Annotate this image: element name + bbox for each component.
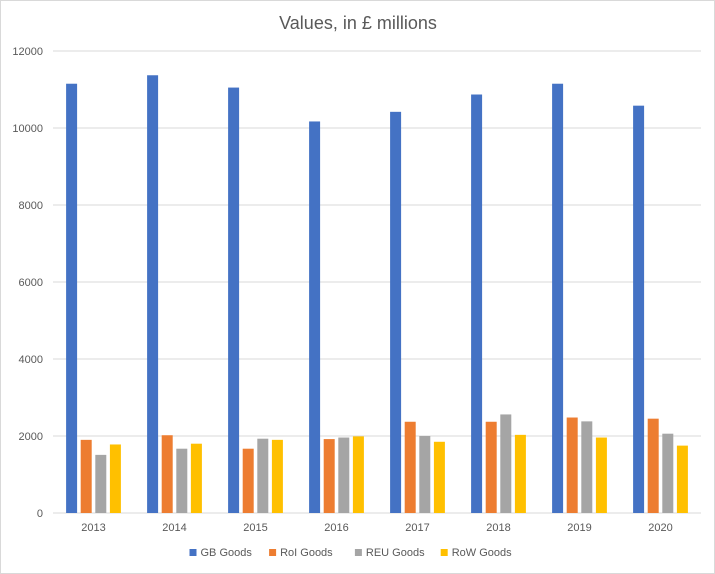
bars xyxy=(66,75,688,514)
bar-row-goods-2016 xyxy=(352,436,364,513)
x-tick-label: 2020 xyxy=(648,522,672,534)
bar-gb-goods-2016 xyxy=(309,121,321,513)
bar-roi-goods-2020 xyxy=(647,418,659,513)
bar-reu-goods-2020 xyxy=(662,433,674,513)
x-tick-label: 2017 xyxy=(405,522,429,534)
bar-roi-goods-2018 xyxy=(485,421,497,513)
bar-row-goods-2019 xyxy=(595,437,607,513)
y-tick-label: 12000 xyxy=(12,46,43,58)
y-tick-label: 4000 xyxy=(19,354,43,366)
bar-row-goods-2015 xyxy=(271,439,283,513)
bar-row-goods-2018 xyxy=(514,434,526,513)
x-tick-label: 2015 xyxy=(243,522,267,534)
gridlines xyxy=(53,50,701,514)
chart-title: Values, in £ millions xyxy=(279,13,437,33)
bar-roi-goods-2016 xyxy=(323,439,335,513)
bar-roi-goods-2013 xyxy=(80,439,92,513)
legend-item-row-goods: RoW Goods xyxy=(440,547,512,559)
bar-gb-goods-2013 xyxy=(66,83,78,513)
y-tick-label: 10000 xyxy=(12,123,43,135)
y-tick-label: 8000 xyxy=(19,200,43,212)
bar-gb-goods-2019 xyxy=(552,83,564,513)
legend-swatch xyxy=(269,549,277,556)
x-tick-label: 2019 xyxy=(567,522,591,534)
x-tick-label: 2018 xyxy=(486,522,510,534)
bar-reu-goods-2015 xyxy=(257,438,269,513)
bar-reu-goods-2018 xyxy=(500,414,512,513)
legend-label: RoI Goods xyxy=(280,547,333,559)
x-axis-ticks: 2013 2014 2015 2016 2017 2018 2019 2020 xyxy=(81,522,672,534)
bar-roi-goods-2014 xyxy=(161,435,173,513)
bar-gb-goods-2017 xyxy=(390,111,402,513)
bar-reu-goods-2019 xyxy=(581,421,593,513)
y-tick-label: 6000 xyxy=(19,277,43,289)
bar-reu-goods-2017 xyxy=(419,436,431,513)
bar-row-goods-2017 xyxy=(433,441,445,513)
legend-label: GB Goods xyxy=(201,547,253,559)
legend-label: REU Goods xyxy=(366,547,425,559)
bar-roi-goods-2015 xyxy=(242,448,254,513)
bar-gb-goods-2018 xyxy=(471,94,483,513)
bar-roi-goods-2019 xyxy=(566,417,578,513)
bar-roi-goods-2017 xyxy=(404,421,416,513)
y-tick-label: 0 xyxy=(37,508,43,520)
bar-reu-goods-2016 xyxy=(338,437,350,513)
bar-reu-goods-2014 xyxy=(176,448,188,513)
legend-swatch xyxy=(189,549,197,556)
legend-item-gb-goods: GB Goods xyxy=(189,547,253,559)
x-tick-label: 2013 xyxy=(81,522,105,534)
y-tick-label: 2000 xyxy=(19,431,43,443)
x-tick-label: 2014 xyxy=(162,522,186,534)
legend-swatch xyxy=(440,549,448,556)
legend-label: RoW Goods xyxy=(452,547,512,559)
bar-gb-goods-2020 xyxy=(633,105,645,514)
bar-row-goods-2014 xyxy=(190,443,202,513)
legend-item-reu-goods: REU Goods xyxy=(354,547,425,559)
legend-item-roi-goods: RoI Goods xyxy=(269,547,333,559)
bar-row-goods-2013 xyxy=(109,444,121,513)
bar-reu-goods-2013 xyxy=(95,454,107,513)
bar-row-goods-2020 xyxy=(676,445,688,513)
y-axis-ticks: 0 2000 4000 6000 8000 10000 12000 xyxy=(12,46,43,520)
legend: GB Goods RoI Goods REU Goods RoW Goods xyxy=(189,547,512,559)
x-tick-label: 2016 xyxy=(324,522,348,534)
bar-gb-goods-2014 xyxy=(147,75,159,513)
bar-gb-goods-2015 xyxy=(228,87,240,513)
legend-swatch xyxy=(354,549,362,556)
